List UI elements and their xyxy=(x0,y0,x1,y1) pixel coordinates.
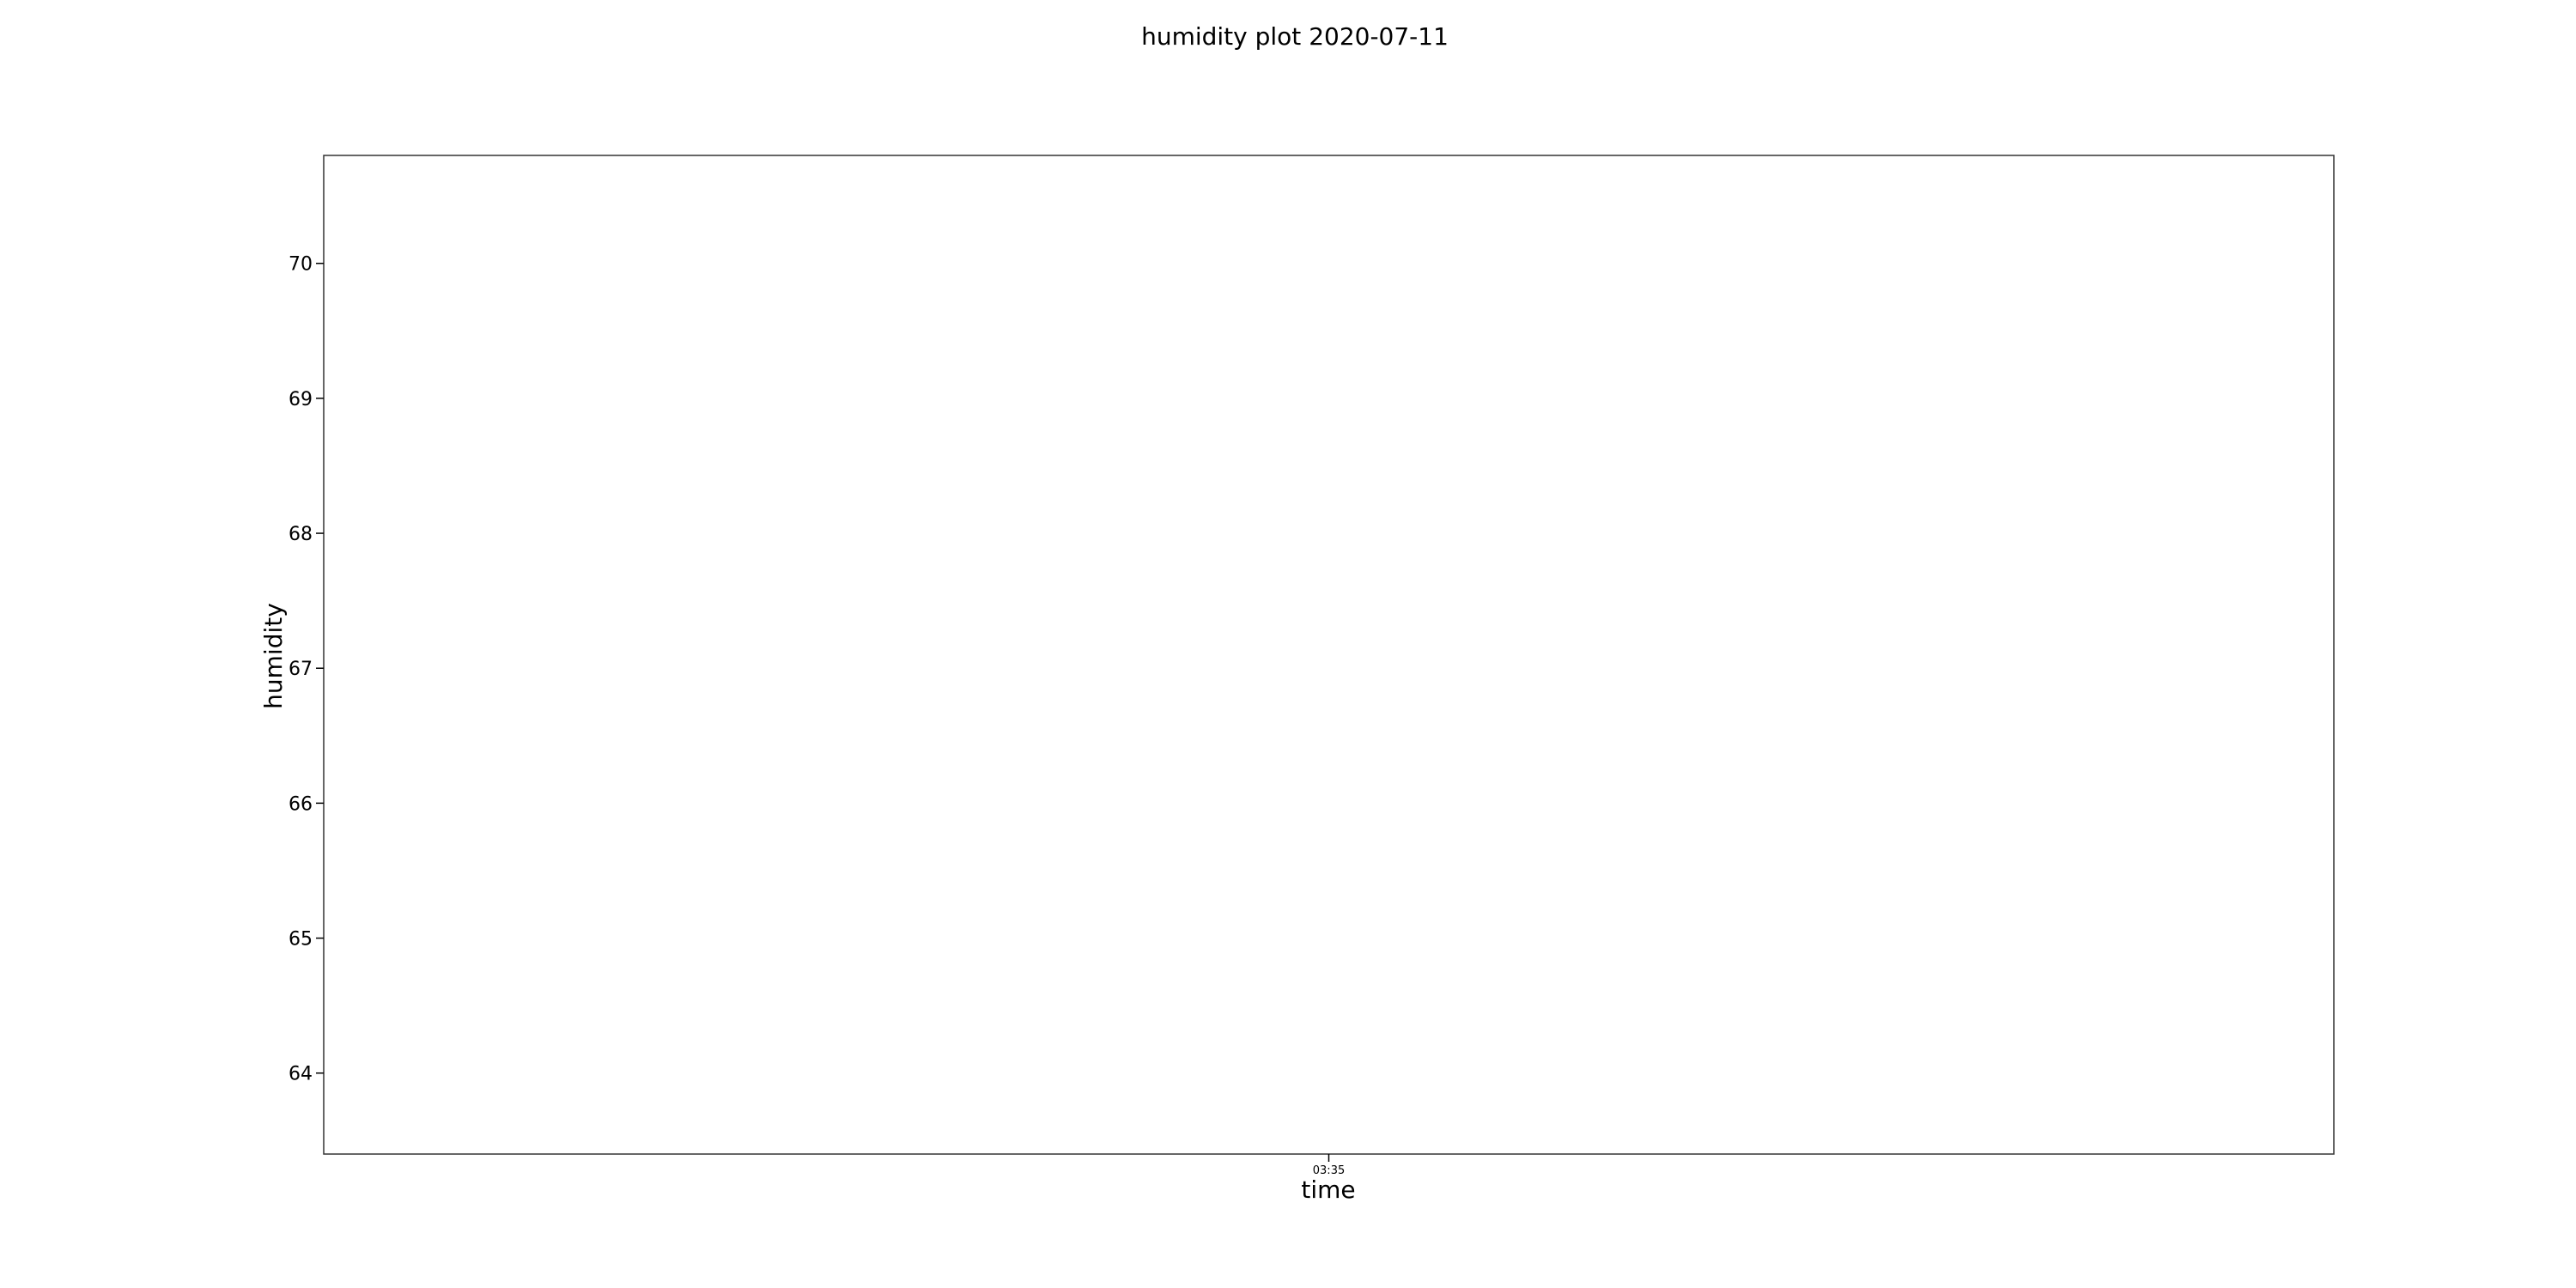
plot-area xyxy=(323,155,2335,1155)
y-tick-label: 64 xyxy=(289,1064,313,1085)
y-tick-label: 65 xyxy=(289,929,313,951)
x-axis-ticks: 03:35 xyxy=(1313,1154,1345,1177)
x-axis-label: time xyxy=(1301,1176,1355,1204)
y-axis-ticks: 64 65 66 67 68 69 70 xyxy=(289,254,324,1085)
y-axis-label: humidity xyxy=(259,603,288,709)
y-tick-label: 69 xyxy=(289,389,313,410)
y-tick-label: 68 xyxy=(289,524,313,545)
chart-title: humidity plot 2020-07-11 xyxy=(1141,22,1449,51)
y-tick-label: 67 xyxy=(289,659,313,680)
x-tick-label: 03:35 xyxy=(1313,1164,1345,1177)
y-tick-label: 66 xyxy=(289,793,313,815)
y-tick-label: 70 xyxy=(289,254,313,276)
